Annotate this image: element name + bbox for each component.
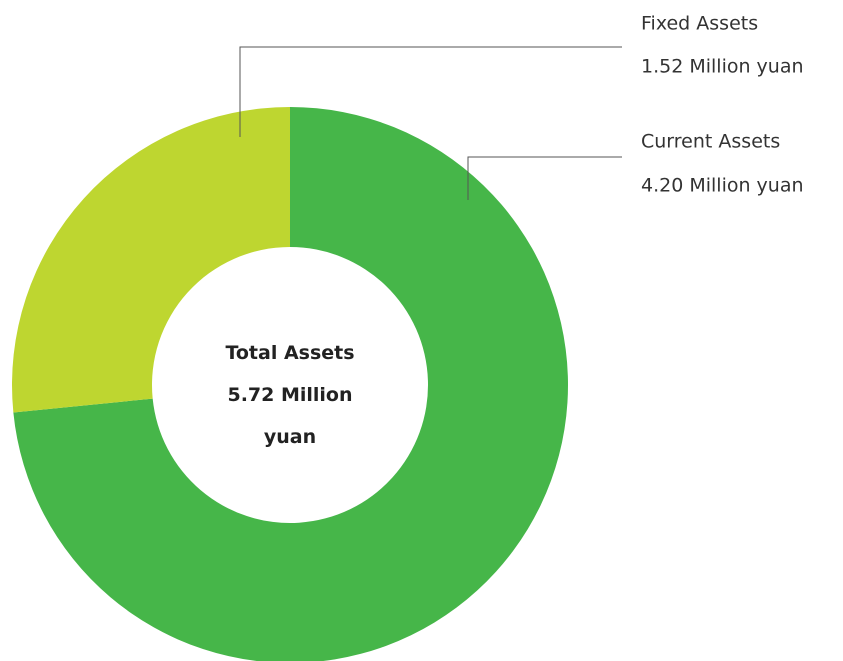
value-label: 4.20 Million yuan: [641, 175, 804, 197]
donut-segment: [13, 107, 568, 661]
leader-line: [239, 46, 622, 137]
center-label: Total Assets 5.72 Million yuan: [210, 332, 370, 458]
donut-segment: [11, 107, 290, 413]
legend-label: Fixed Assets: [641, 13, 758, 35]
center-value: 5.72 Million yuan: [227, 384, 353, 448]
center-title: Total Assets: [225, 342, 355, 364]
value-label: 1.52 Million yuan: [641, 56, 804, 78]
legend-label: Current Assets: [641, 131, 780, 153]
leader-line: [467, 156, 622, 200]
